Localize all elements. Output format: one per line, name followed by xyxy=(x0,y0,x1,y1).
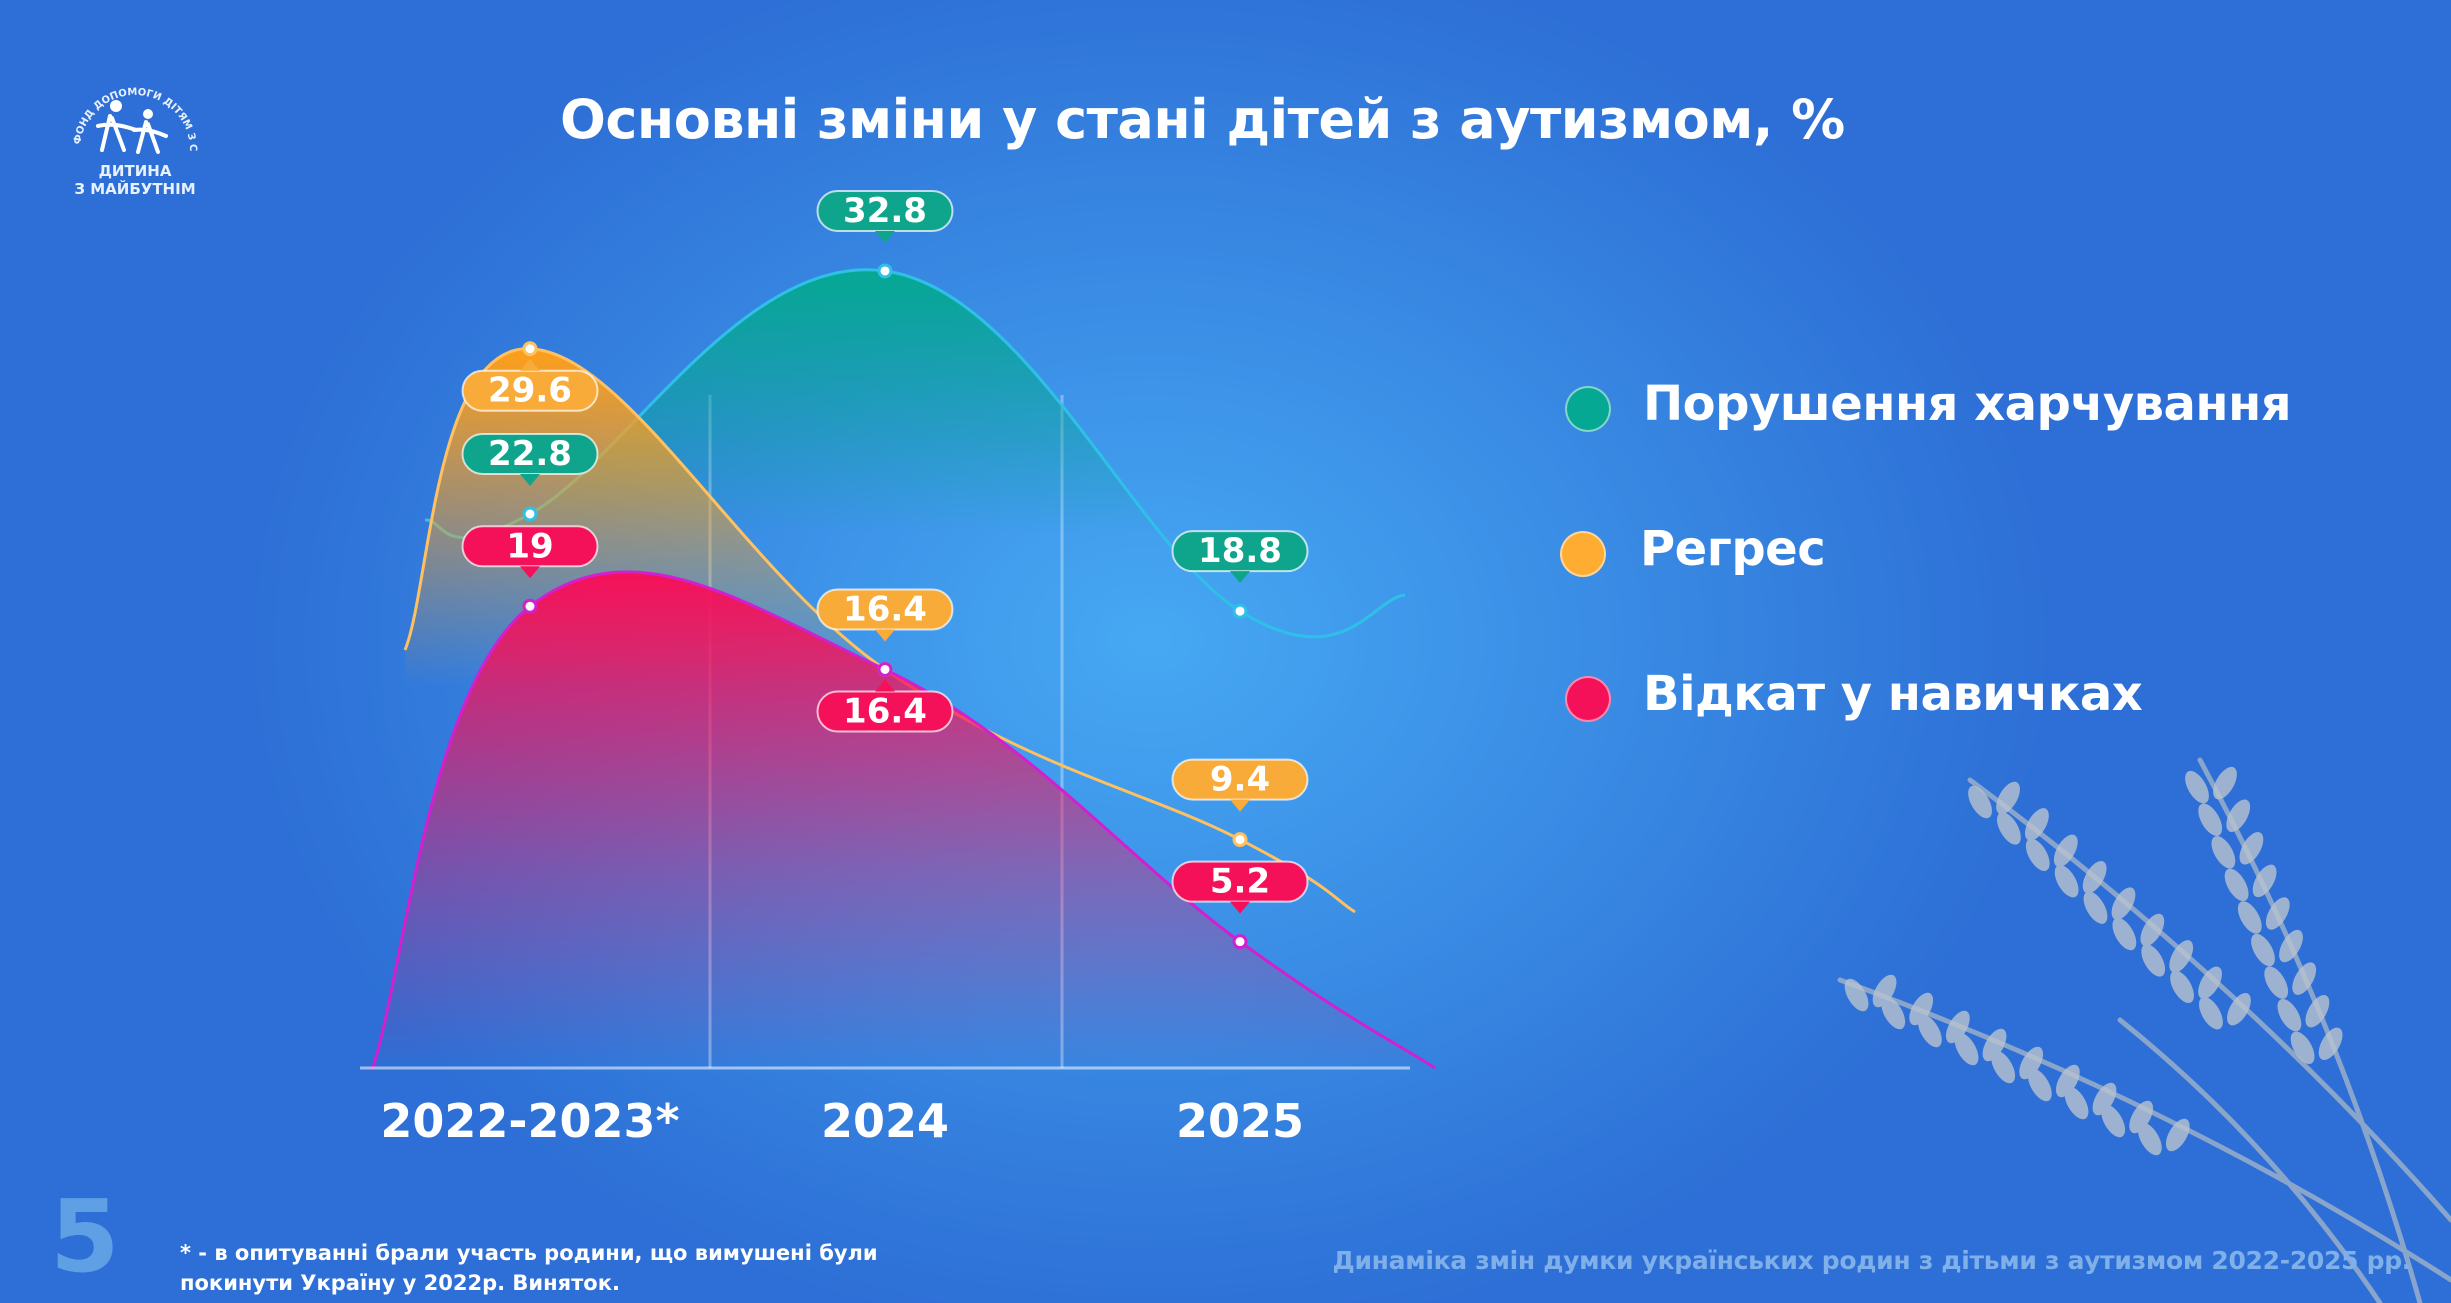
area-layer xyxy=(370,268,1436,1071)
x-tick-label: 2024 xyxy=(821,1094,949,1148)
data-label: 32.8 xyxy=(843,191,927,231)
data-point xyxy=(877,263,893,279)
data-label: 19 xyxy=(506,526,553,566)
x-tick-label: 2025 xyxy=(1176,1094,1304,1148)
legend-dot-regress xyxy=(1560,531,1606,577)
data-point xyxy=(1232,603,1248,619)
legend-label-feeding: Порушення харчування xyxy=(1643,376,2292,432)
wheat-decoration-icon xyxy=(1837,757,2451,1303)
page-number: 5 xyxy=(50,1178,120,1295)
logo: ФОНД ДОПОМОГИ ДІТЯМ З СИНДРОМОМ АУТИЗМУ … xyxy=(45,62,220,200)
data-label-bubble: 32.8 xyxy=(816,189,954,243)
axis-layer: 2022-2023* 2024 2025 xyxy=(360,1066,1410,1148)
data-label-bubble: 16.4 xyxy=(816,588,954,642)
footer-caption: Динаміка змін думки українських родин з … xyxy=(1332,1246,2411,1275)
data-label: 29.6 xyxy=(488,371,572,411)
series-line-2 xyxy=(370,570,1436,1071)
data-label-bubble: 22.8 xyxy=(461,432,599,486)
data-point xyxy=(1232,832,1248,848)
data-point xyxy=(522,598,538,614)
data-label-bubble: 18.8 xyxy=(1171,530,1309,584)
data-label-bubble: 19 xyxy=(461,525,599,579)
data-label: 22.8 xyxy=(488,434,572,474)
children-figures-icon xyxy=(96,100,168,154)
data-point xyxy=(1232,934,1248,950)
x-tick-label: 2022-2023* xyxy=(380,1094,679,1148)
footnote: * - в опитуванні брали участь родини, що… xyxy=(180,1241,878,1295)
data-point xyxy=(522,506,538,522)
logo-line2: З МАЙБУТНІМ xyxy=(74,180,196,198)
data-label: 9.4 xyxy=(1210,760,1270,800)
data-label: 5.2 xyxy=(1210,862,1270,902)
data-point xyxy=(877,661,893,677)
series-area-2 xyxy=(372,571,1435,1070)
data-point xyxy=(522,341,538,357)
data-label-bubble: 5.2 xyxy=(1171,860,1309,914)
legend-label-skills: Відкат у навичках xyxy=(1643,666,2143,722)
chart-title: Основні зміни у стані дітей з аутизмом, … xyxy=(560,88,1845,151)
data-label: 16.4 xyxy=(843,691,927,731)
data-label: 18.8 xyxy=(1198,531,1282,571)
logo-line1: ДИТИНА xyxy=(98,162,172,180)
data-label-bubble: 29.6 xyxy=(461,358,599,412)
data-label-bubble: 16.4 xyxy=(816,679,954,733)
data-label-bubble: 9.4 xyxy=(1171,758,1309,812)
legend-dot-feeding xyxy=(1565,386,1611,432)
logo-mark: ФОНД ДОПОМОГИ ДІТЯМ З СИНДРОМОМ АУТИЗМУ xyxy=(45,62,198,154)
data-label: 16.4 xyxy=(843,589,927,629)
legend-dot-skills xyxy=(1565,676,1611,722)
label-layer: 22.8 32.8 18.8 29.6 16.4 9.4 19 16.4 5.2 xyxy=(461,189,1309,950)
legend-label-regress: Регрес xyxy=(1640,521,1826,577)
